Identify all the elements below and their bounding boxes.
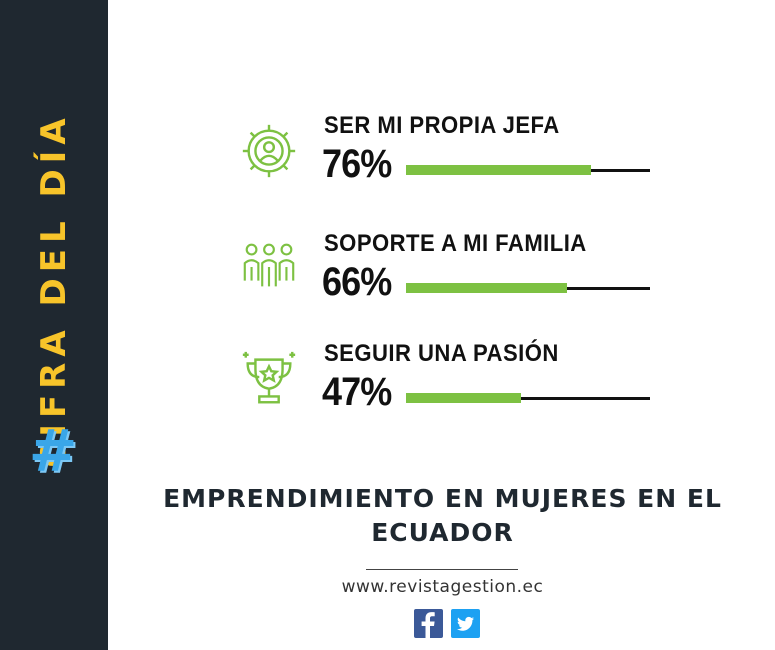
twitter-icon[interactable]	[451, 609, 480, 638]
trophy-icon	[242, 351, 296, 404]
stat-item: SEGUIR UNA PASIÓN 47%	[230, 340, 670, 430]
sidebar-title: CIFRA DEL DÍA	[34, 112, 74, 468]
stat-item: SOPORTE A MI FAMILIA 66%	[230, 230, 670, 320]
bar-fill	[406, 165, 591, 175]
stat-value-label: 76%	[322, 142, 392, 186]
sidebar: CIFRA DEL DÍA #	[0, 0, 108, 650]
stat-item: SER MI PROPIA JEFA 76%	[230, 112, 670, 202]
bar-fill	[406, 393, 521, 403]
gear-person-icon	[242, 124, 296, 178]
facebook-icon[interactable]	[414, 609, 443, 638]
headline: EMPRENDIMIENTO EN MUJERES EN EL ECUADOR	[163, 484, 722, 547]
stat-value-label: 47%	[322, 370, 392, 414]
divider	[366, 569, 518, 570]
family-icon	[243, 243, 295, 287]
stat-label: SEGUIR UNA PASIÓN	[324, 340, 559, 367]
stat-label: SOPORTE A MI FAMILIA	[324, 230, 587, 257]
hashtag-icon: #	[28, 417, 78, 485]
bar-fill	[406, 283, 567, 293]
stat-label: SER MI PROPIA JEFA	[324, 112, 560, 139]
stat-value-label: 66%	[322, 260, 392, 304]
bar-track	[406, 397, 650, 400]
website-link[interactable]: www.revistagestion.ec	[341, 577, 544, 597]
